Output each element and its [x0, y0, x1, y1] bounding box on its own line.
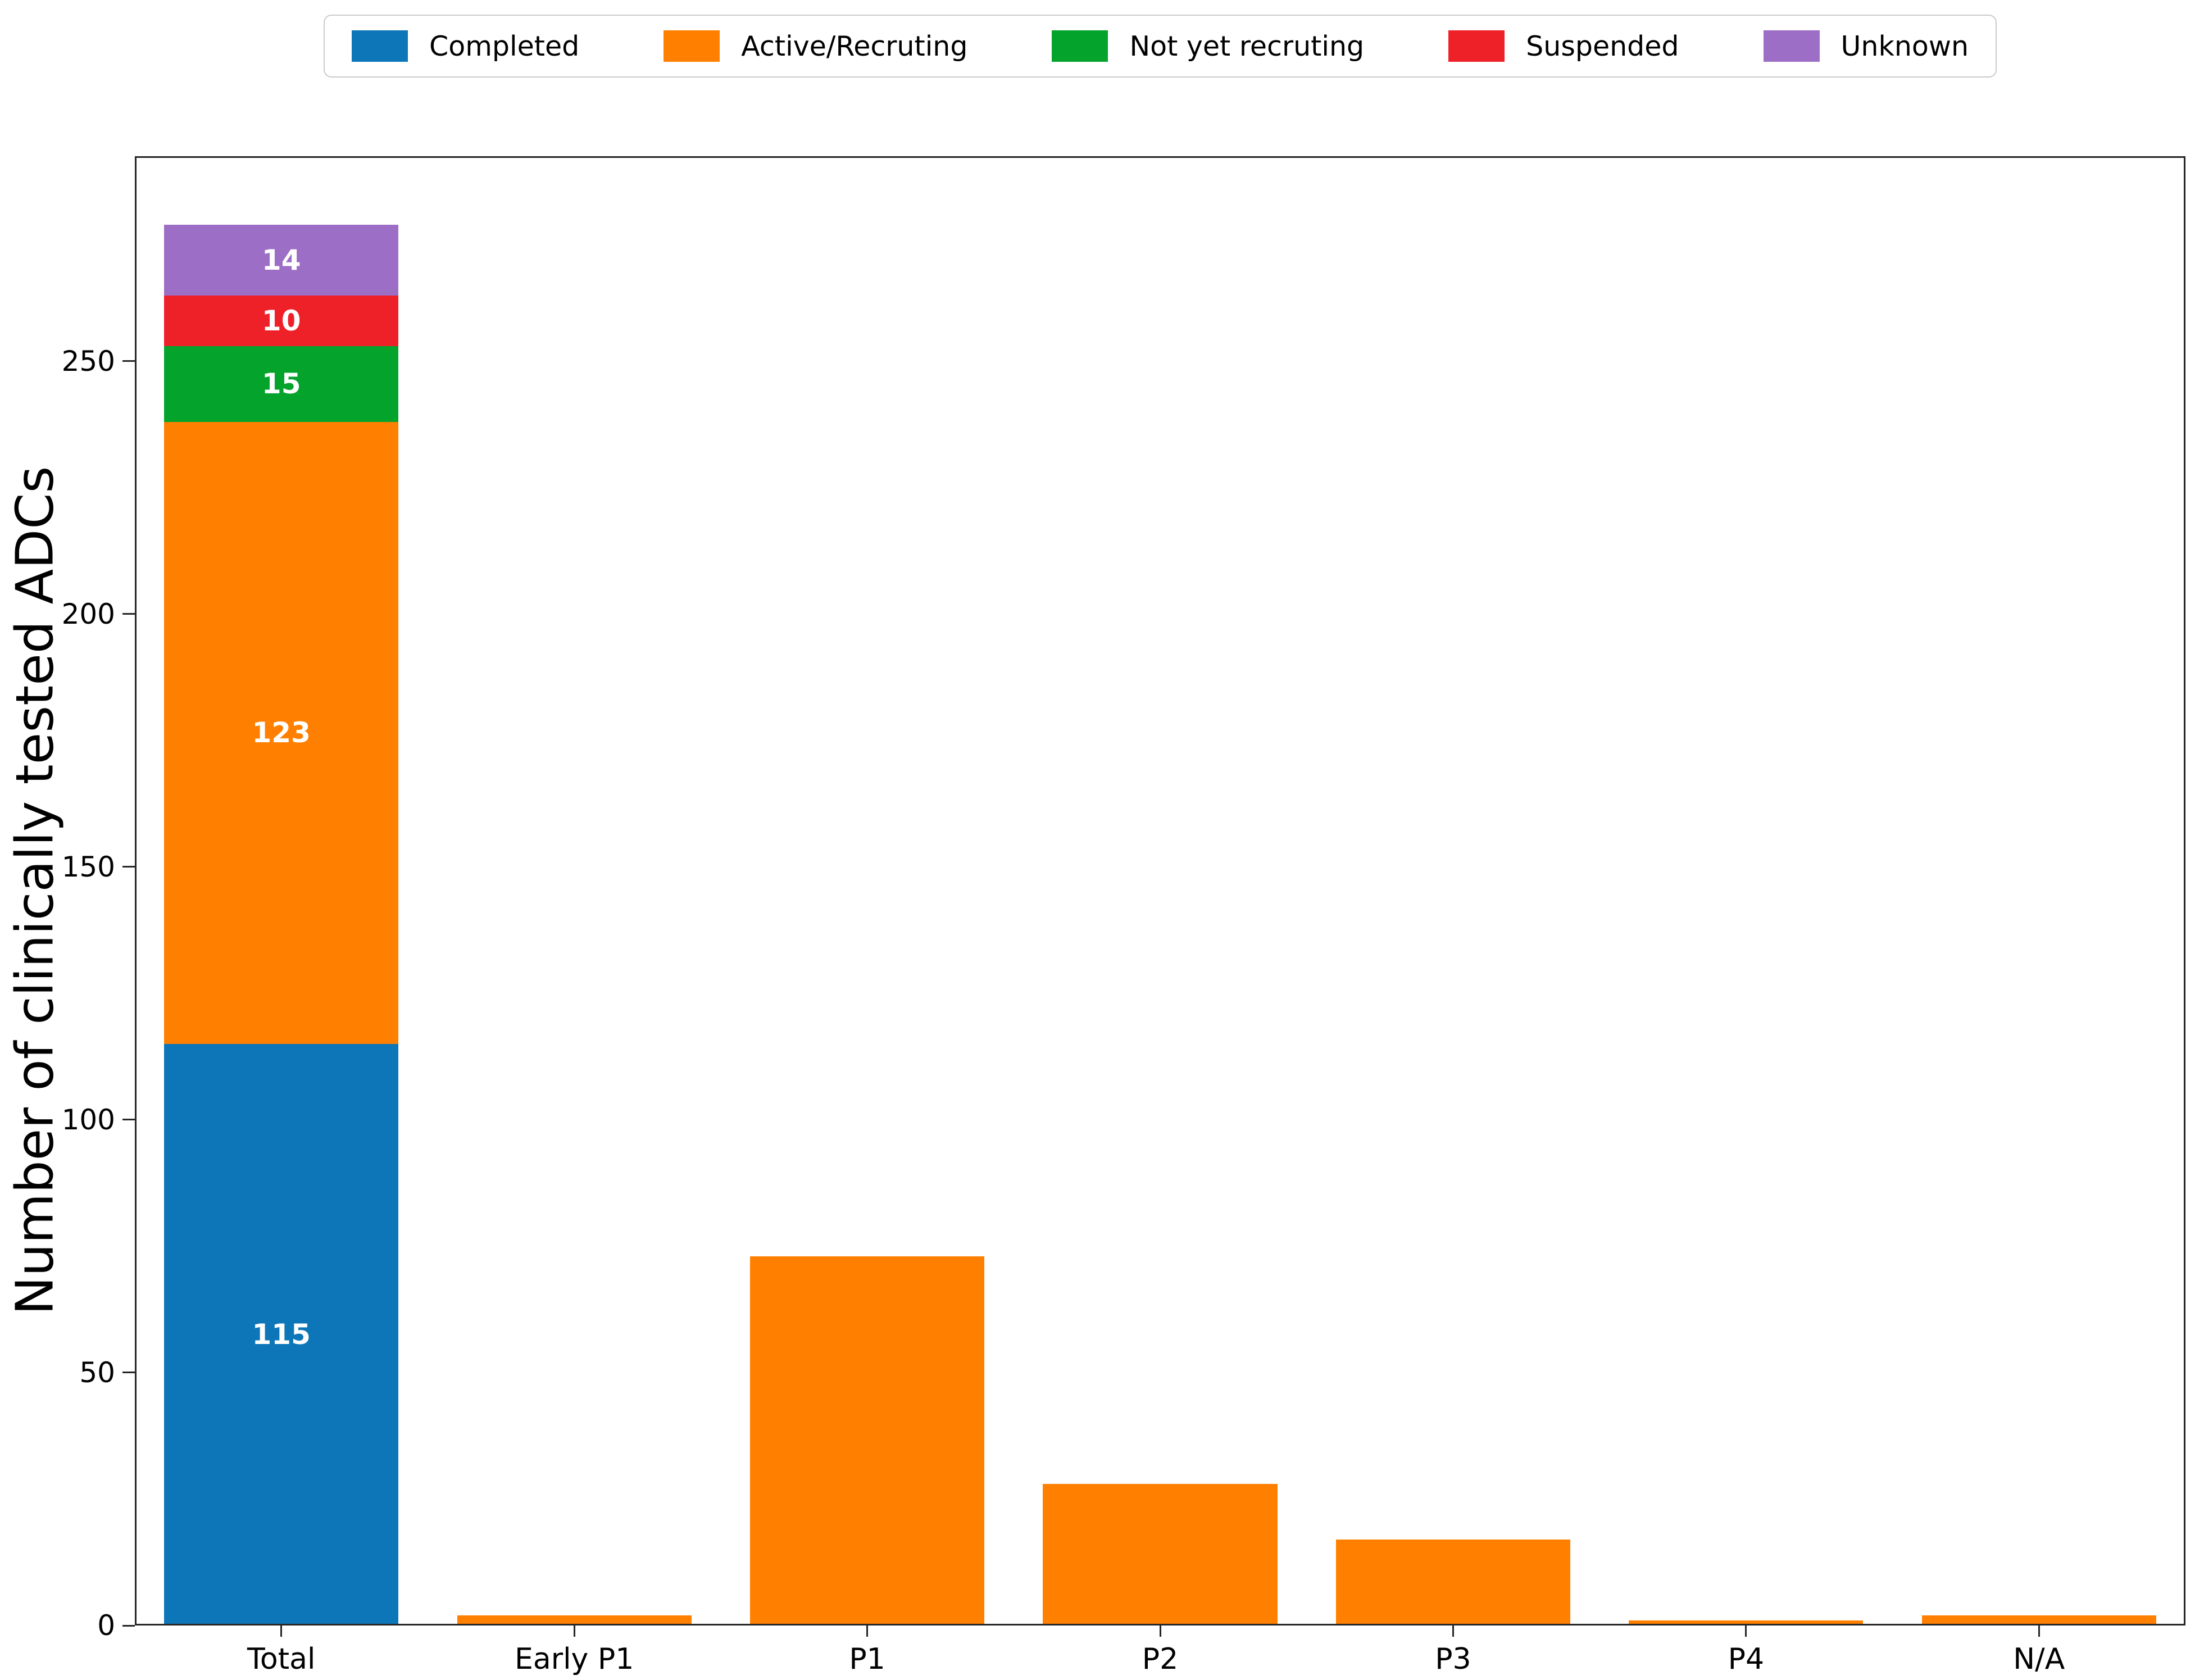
y-tick-mark — [122, 866, 135, 868]
x-tick-label: P2 — [1142, 1642, 1179, 1676]
legend-item: Unknown — [1763, 30, 1969, 62]
x-tick-label: P4 — [1728, 1642, 1765, 1676]
bar-segment — [164, 224, 399, 296]
legend-swatch-icon — [1763, 30, 1820, 62]
bar-segment — [164, 346, 399, 422]
y-tick-label: 250 — [61, 344, 115, 378]
legend-label: Active/Recruting — [741, 30, 968, 62]
bar-segment-label: 115 — [252, 1318, 311, 1351]
bar-segment — [457, 1615, 692, 1625]
y-tick-label: 100 — [61, 1103, 115, 1136]
x-tick-label: P1 — [849, 1642, 885, 1676]
x-tick-label: N/A — [2013, 1642, 2065, 1676]
legend-swatch-icon — [352, 30, 408, 62]
x-tick-mark — [1159, 1625, 1161, 1637]
y-tick-label: 0 — [97, 1609, 115, 1642]
y-tick-label: 200 — [61, 597, 115, 630]
x-tick-mark — [1452, 1625, 1454, 1637]
bar-segment — [164, 421, 399, 1044]
legend-swatch-icon — [1052, 30, 1108, 62]
y-tick-mark — [122, 613, 135, 615]
bar-segment-label: 15 — [261, 367, 301, 401]
x-tick-mark — [2038, 1625, 2040, 1637]
legend-item: Completed — [352, 30, 579, 62]
bar-segment — [750, 1256, 985, 1625]
y-tick-label: 50 — [79, 1356, 115, 1389]
x-tick-mark — [573, 1625, 575, 1637]
bar-segment-label: 123 — [252, 716, 311, 750]
legend-label: Suspended — [1526, 30, 1679, 62]
x-tick-label: Early P1 — [514, 1642, 634, 1676]
bar-segment — [164, 1043, 399, 1625]
bar-segment-label: 10 — [261, 304, 301, 337]
legend-label: Unknown — [1841, 30, 1969, 62]
x-tick-label: Total — [247, 1642, 316, 1676]
y-tick-mark — [122, 1372, 135, 1374]
legend-label: Completed — [429, 30, 580, 62]
bar-segment — [1043, 1483, 1278, 1625]
legend-item: Not yet recruting — [1052, 30, 1364, 62]
bar-segment — [1335, 1539, 1570, 1625]
legend-swatch-icon — [1448, 30, 1505, 62]
bar-segment — [164, 295, 399, 346]
legend-item: Active/Recruting — [664, 30, 967, 62]
x-tick-label: P3 — [1435, 1642, 1471, 1676]
legend: Completed Active/Recruting Not yet recruti… — [324, 15, 1997, 78]
bar-segment — [1629, 1620, 1864, 1625]
legend-label: Not yet recruting — [1129, 30, 1365, 62]
x-tick-mark — [280, 1625, 283, 1637]
legend-item: Suspended — [1448, 30, 1679, 62]
legend-swatch-icon — [664, 30, 720, 62]
bar-segment-label: 14 — [261, 243, 301, 276]
x-tick-mark — [1745, 1625, 1747, 1637]
plot-area — [135, 156, 2185, 1625]
y-tick-mark — [122, 360, 135, 362]
bar-segment — [1921, 1615, 2156, 1625]
y-tick-mark — [122, 1624, 135, 1627]
x-tick-mark — [866, 1625, 869, 1637]
y-tick-mark — [122, 1119, 135, 1121]
y-tick-label: 150 — [61, 850, 115, 883]
